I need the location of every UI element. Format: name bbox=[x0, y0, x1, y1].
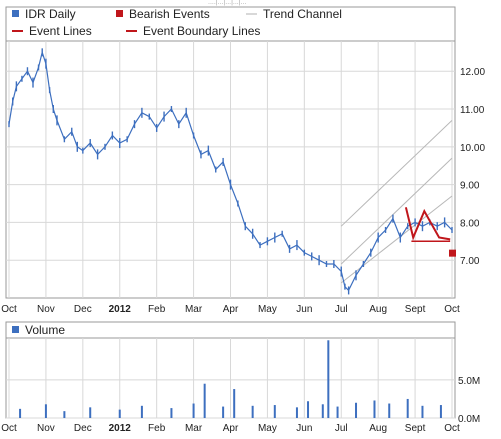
volume-x-tick-label: Jul bbox=[335, 423, 348, 434]
volume-bar bbox=[89, 407, 92, 418]
price-x-axis: Oct Nov Dec 2012 Feb Mar Apr May Jun Jul Aug Sept Oc… bbox=[1, 304, 460, 315]
price-y-tick-label: 7.00 bbox=[460, 256, 480, 267]
price-x-tick-label: Aug bbox=[369, 304, 387, 315]
volume-x-tick-label: Jun bbox=[296, 423, 312, 434]
volume-bar bbox=[355, 402, 358, 418]
price-x-tick-label: Oct bbox=[444, 304, 460, 315]
legend-label: Bearish Events bbox=[129, 7, 210, 21]
price-y-tick-label: 9.00 bbox=[460, 181, 480, 192]
legend-label: Trend Channel bbox=[263, 7, 342, 21]
volume-bar bbox=[118, 409, 121, 418]
price-x-tick-label: Feb bbox=[148, 304, 166, 315]
volume-x-tick-label: Sept bbox=[405, 423, 426, 434]
legend-swatch bbox=[12, 10, 19, 17]
trend-channel-line bbox=[340, 195, 453, 284]
price-x-tick-label: Mar bbox=[185, 304, 203, 315]
volume-bar bbox=[19, 408, 22, 418]
volume-bars bbox=[19, 340, 442, 418]
volume-x-tick-label: Feb bbox=[148, 423, 166, 434]
trend-channel bbox=[340, 120, 453, 284]
price-x-tick-label: Jun bbox=[296, 304, 312, 315]
volume-bar bbox=[233, 389, 236, 418]
volume-gridlines bbox=[6, 338, 455, 419]
price-x-tick-label: May bbox=[258, 304, 277, 315]
price-legend: IDR Daily Bearish Events Trend ChannelEven… bbox=[12, 7, 342, 38]
volume-bar bbox=[327, 340, 330, 418]
volume-x-axis: Oct Nov Dec 2012 Feb Mar Apr May Jun Jul Aug Sept Oc… bbox=[1, 423, 460, 434]
legend-swatch bbox=[12, 326, 19, 333]
price-y-tick-label: 10.00 bbox=[460, 143, 485, 154]
volume-bar bbox=[273, 405, 276, 418]
volume-bar bbox=[44, 404, 47, 418]
volume-legend-box bbox=[5, 321, 456, 339]
trend-channel-line bbox=[340, 120, 453, 227]
volume-bar bbox=[170, 408, 173, 418]
volume-bar bbox=[321, 404, 324, 418]
price-x-tick-label: Sept bbox=[405, 304, 426, 315]
volume-panel: 0.0M 5.0M Oct Nov Dec 2012 Feb Mar Apr May Jun Jul… bbox=[1, 321, 480, 434]
volume-x-tick-label: Mar bbox=[185, 423, 203, 434]
price-x-tick-label: Dec bbox=[74, 304, 92, 315]
price-x-tick-label: Apr bbox=[223, 304, 239, 315]
price-y-tick-label: 8.00 bbox=[460, 218, 480, 229]
volume-bar bbox=[222, 406, 225, 418]
event-line bbox=[404, 207, 451, 241]
price-panel: 7.00 8.00 9.00 10.00 11.00 12.00 Oct Nov Dec 201… bbox=[1, 6, 485, 315]
volume-bar bbox=[192, 403, 195, 418]
bearish-event-marker bbox=[449, 249, 456, 257]
volume-y-axis: 0.0M 5.0M bbox=[458, 376, 480, 425]
volume-x-tick-label: May bbox=[258, 423, 277, 434]
event-lines bbox=[404, 207, 456, 257]
volume-x-tick-label: Apr bbox=[223, 423, 239, 434]
volume-bar bbox=[295, 407, 298, 418]
price-x-tick-label: Jul bbox=[335, 304, 348, 315]
price-x-tick-label: 2012 bbox=[109, 304, 132, 315]
trend-channel-line bbox=[340, 157, 453, 265]
volume-bar bbox=[388, 403, 391, 418]
volume-legend: Volume bbox=[12, 323, 65, 337]
volume-y-tick-label: 5.0M bbox=[458, 376, 480, 387]
volume-x-tick-label: 2012 bbox=[109, 423, 132, 434]
volume-bar bbox=[373, 400, 376, 418]
volume-x-tick-label: Dec bbox=[74, 423, 92, 434]
legend-label: IDR Daily bbox=[25, 7, 76, 21]
legend-label: Volume bbox=[25, 323, 65, 337]
volume-bar bbox=[63, 411, 66, 418]
price-y-tick-label: 12.00 bbox=[460, 67, 485, 78]
volume-y-tick-label: 0.0M bbox=[458, 414, 480, 425]
price-x-tick-label: Nov bbox=[37, 304, 55, 315]
legend-label: Event Lines bbox=[29, 24, 92, 38]
legend-swatch bbox=[116, 10, 123, 17]
volume-bar bbox=[439, 405, 442, 418]
top-strip-text: ....|...|...|...|... bbox=[208, 0, 246, 6]
price-x-tick-label: Oct bbox=[1, 304, 17, 315]
price-legend-box bbox=[5, 6, 456, 42]
legend-label: Event Boundary Lines bbox=[143, 24, 260, 38]
volume-bar bbox=[406, 398, 409, 418]
price-y-axis: 7.00 8.00 9.00 10.00 11.00 12.00 bbox=[460, 67, 485, 267]
volume-x-tick-label: Aug bbox=[369, 423, 387, 434]
price-y-tick-label: 11.00 bbox=[460, 105, 485, 116]
volume-bar bbox=[251, 405, 254, 418]
volume-bar bbox=[421, 405, 424, 418]
volume-bar bbox=[336, 406, 339, 418]
volume-bar bbox=[140, 405, 143, 418]
volume-bar bbox=[203, 383, 206, 418]
volume-x-tick-label: Oct bbox=[444, 423, 460, 434]
volume-x-tick-label: Nov bbox=[37, 423, 55, 434]
volume-x-tick-label: Oct bbox=[1, 423, 17, 434]
volume-bar bbox=[307, 401, 310, 418]
